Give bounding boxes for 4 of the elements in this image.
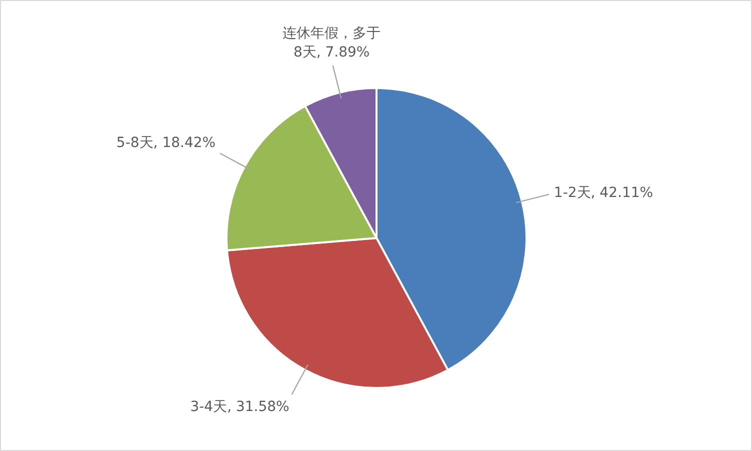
slice-label: 1-2天, 42.11% [554, 185, 654, 202]
slice-label: 连休年假，多于8天, 7.89% [282, 25, 381, 61]
slice-label: 3-4天, 31.58% [190, 398, 290, 415]
slice-label: 5-8天, 18.42% [116, 134, 216, 151]
